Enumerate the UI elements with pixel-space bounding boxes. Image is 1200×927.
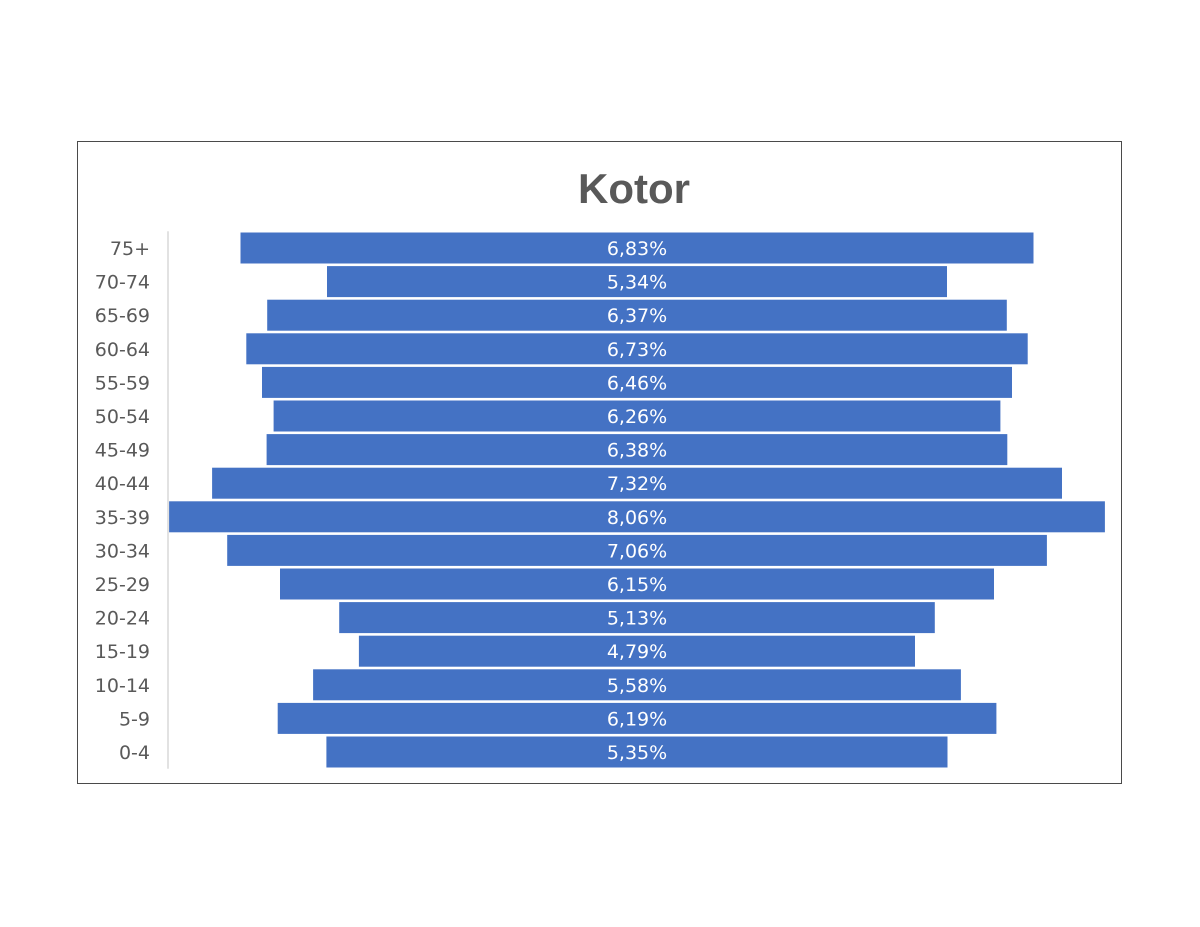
bar-value-label: 6,83% (607, 238, 667, 260)
bar-value-label: 5,13% (607, 608, 667, 630)
bar-45-49 (266, 434, 1008, 466)
category-label: 65-69 (95, 305, 150, 327)
bar-value-label: 6,15% (607, 574, 667, 596)
bar-value-label: 8,06% (607, 507, 667, 529)
bar-value-label: 5,58% (607, 675, 667, 697)
bar-40-44 (212, 467, 1063, 499)
bar-30-34 (227, 534, 1047, 566)
category-label: 40-44 (95, 473, 150, 495)
category-label: 35-39 (95, 507, 150, 529)
category-label: 10-14 (95, 675, 150, 697)
category-label: 0-4 (119, 742, 150, 764)
chart-title: Kotor (578, 165, 690, 212)
bar-value-label: 6,37% (607, 305, 667, 327)
bar-50-54 (273, 400, 1001, 432)
category-label: 25-29 (95, 574, 150, 596)
category-label: 15-19 (95, 641, 150, 663)
bar-5-9 (277, 702, 997, 734)
bar-value-label: 6,38% (607, 440, 667, 462)
bar-value-label: 6,26% (607, 406, 667, 428)
bar-value-label: 5,35% (607, 742, 667, 764)
bar-15-19 (358, 635, 915, 667)
bar-value-label: 5,34% (607, 272, 667, 294)
bar-25-29 (280, 568, 994, 600)
bar-value-label: 6,73% (607, 339, 667, 361)
bar-75+ (240, 232, 1034, 264)
bar-value-label: 6,19% (607, 708, 667, 730)
bar-65-69 (267, 299, 1007, 331)
category-label: 45-49 (95, 440, 150, 462)
category-label: 5-9 (119, 708, 150, 730)
category-label: 30-34 (95, 540, 150, 562)
bar-70-74 (327, 266, 947, 298)
category-label: 75+ (110, 238, 150, 260)
category-label: 60-64 (95, 339, 150, 361)
bar-value-label: 4,79% (607, 641, 667, 663)
category-label: 70-74 (95, 272, 150, 294)
bar-60-64 (246, 333, 1028, 365)
bar-value-label: 7,32% (607, 473, 667, 495)
bar-10-14 (313, 669, 961, 701)
bar-0-4 (326, 736, 948, 768)
bar-value-label: 7,06% (607, 540, 667, 562)
category-label: 20-24 (95, 608, 150, 630)
bar-20-24 (339, 602, 935, 634)
bar-35-39 (169, 501, 1105, 533)
bar-55-59 (262, 366, 1012, 398)
category-label: 50-54 (95, 406, 150, 428)
bar-value-label: 6,46% (607, 372, 667, 394)
category-label: 55-59 (95, 372, 150, 394)
